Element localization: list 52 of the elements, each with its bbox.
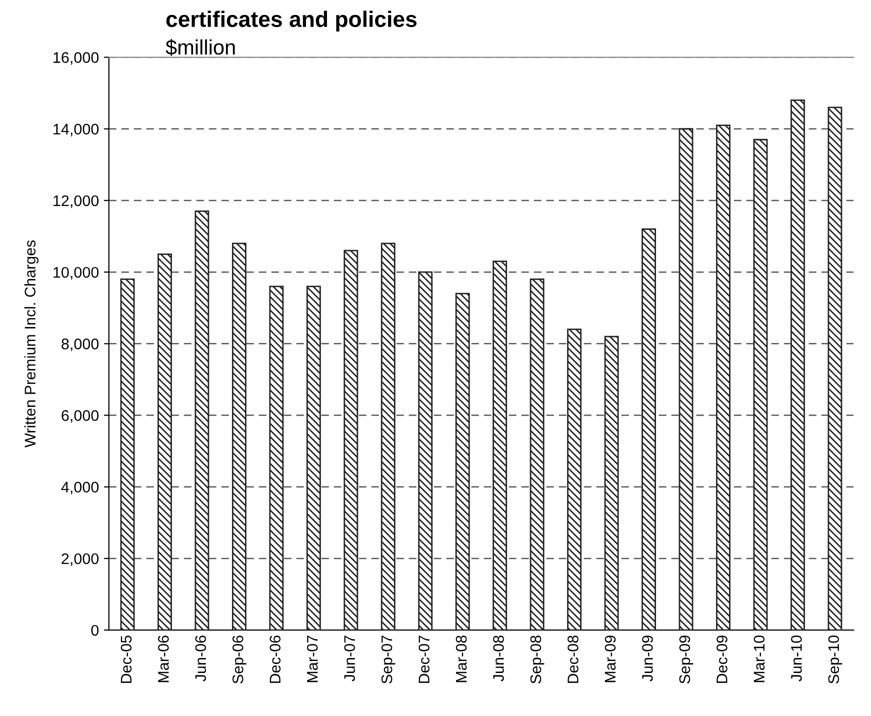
x-tick-label: Dec-07 — [418, 636, 430, 683]
bar — [567, 328, 582, 630]
y-tick-label: 14,000 — [54, 124, 99, 136]
bar — [418, 271, 433, 630]
bar — [492, 260, 508, 630]
y-tick-label: 2,000 — [62, 553, 99, 566]
bar — [269, 286, 284, 630]
bar — [678, 128, 694, 630]
x-tick-label: Dec-06 — [270, 636, 281, 683]
bar — [530, 278, 544, 630]
bar — [753, 138, 768, 630]
bar — [604, 336, 619, 630]
x-tick-label: Mar-10 — [754, 636, 765, 682]
bar — [120, 278, 135, 630]
x-tick-label: Mar-06 — [158, 636, 169, 682]
bar — [455, 292, 470, 630]
x-tick-label: Dec-05 — [120, 636, 132, 683]
bar — [194, 210, 210, 630]
bar — [642, 228, 656, 630]
bar — [344, 250, 358, 630]
y-tick-label: 6,000 — [62, 410, 99, 423]
y-tick-label: 4,000 — [61, 482, 99, 494]
x-tick-label: Mar-09 — [604, 636, 616, 682]
x-tick-label: Mar-07 — [306, 636, 318, 682]
x-tick-label: Sep-10 — [828, 636, 842, 684]
bar — [306, 286, 321, 630]
x-tick-label: Sep-06 — [232, 636, 246, 684]
chart-subtitle: $million — [166, 39, 235, 56]
bar — [828, 106, 842, 630]
x-tick-label: Mar-08 — [456, 636, 467, 682]
bar — [790, 100, 805, 630]
x-tick-label: Jun-10 — [791, 636, 802, 682]
bar — [716, 124, 730, 630]
x-tick-label: Jun-06 — [195, 636, 206, 682]
x-tick-label: Dec-09 — [716, 636, 728, 683]
x-tick-label: Sep-07 — [381, 636, 396, 684]
bar — [158, 253, 172, 630]
x-tick-label: Jun-07 — [344, 636, 356, 682]
x-tick-label: Sep-09 — [679, 636, 694, 684]
x-tick-label: Dec-08 — [568, 636, 578, 683]
y-tick-label: 8,000 — [62, 338, 99, 352]
x-tick-label: Jun-09 — [642, 636, 653, 682]
bar — [380, 242, 396, 630]
y-axis-title: Written Premium Incl. Charges — [24, 240, 39, 448]
chart-title: certificates and policies — [166, 10, 417, 32]
x-tick-label: Jun-08 — [493, 636, 504, 682]
y-tick-label: 0 — [91, 624, 99, 636]
y-tick-label: 12,000 — [54, 195, 99, 208]
y-tick-label: 16,000 — [54, 52, 99, 65]
y-tick-label: 10,000 — [54, 266, 99, 280]
x-tick-label: Sep-08 — [530, 636, 544, 684]
bar — [232, 242, 246, 630]
